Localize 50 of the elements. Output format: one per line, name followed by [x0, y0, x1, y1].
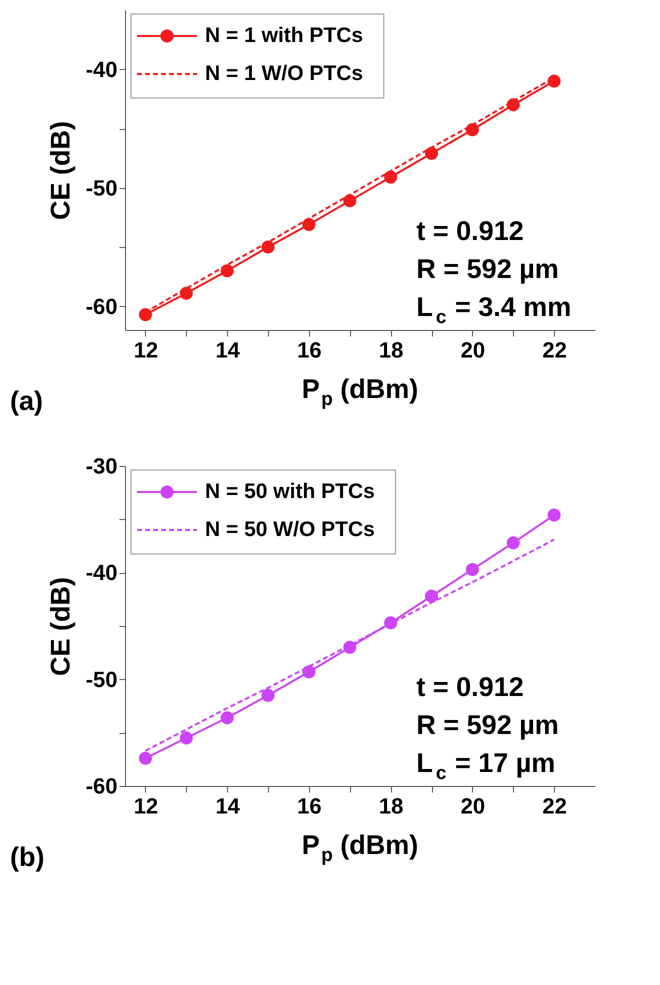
x-tick-label: 18 — [378, 794, 404, 818]
point — [180, 286, 193, 300]
point — [506, 536, 520, 550]
point — [343, 194, 356, 208]
x-tick-label: 16 — [297, 338, 322, 362]
text: (a) — [10, 386, 43, 416]
y-tick-label: -60 — [86, 294, 118, 319]
point — [425, 590, 438, 603]
point — [548, 508, 561, 522]
point — [384, 170, 398, 184]
point — [220, 264, 234, 278]
x-tick-label: 20 — [460, 338, 486, 362]
point — [262, 240, 275, 254]
y-axis-title: CE (dB) — [46, 121, 76, 220]
annotation: R = 592 µm — [416, 254, 559, 284]
y-tick-label: -40 — [86, 560, 118, 586]
point — [425, 146, 438, 160]
point — [302, 218, 316, 232]
x-tick-label: 14 — [215, 794, 241, 818]
point — [220, 711, 234, 724]
point — [138, 308, 152, 322]
point — [466, 123, 479, 136]
x-tick-label: 16 — [297, 794, 322, 818]
y-tick-label: -50 — [86, 666, 118, 692]
x-tick-label: 18 — [378, 338, 404, 362]
y-tick-label: -30 — [86, 454, 118, 478]
legend-label: N = 1 with PTCs — [205, 24, 364, 47]
annotation: t = 0.912 — [416, 216, 524, 246]
x-tick-label: 12 — [134, 794, 158, 818]
point — [262, 688, 275, 702]
point — [302, 665, 316, 678]
legend-label: N = 50 with PTCs — [205, 480, 375, 503]
x-tick-label: 22 — [542, 338, 567, 362]
x-tick-label: 12 — [134, 338, 158, 362]
point — [180, 731, 193, 745]
point — [138, 752, 152, 765]
y-tick-label: -40 — [86, 56, 118, 82]
y-axis-title: CE (dB) — [46, 577, 76, 676]
annotation: R = 592 µm — [416, 710, 559, 740]
point — [548, 74, 561, 88]
legend-label: N = 1 W/O PTCs — [205, 62, 364, 85]
x-tick-label: 20 — [460, 794, 486, 818]
text: (b) — [10, 842, 44, 872]
y-tick-label: -60 — [86, 774, 118, 798]
annotation: t = 0.912 — [416, 672, 524, 702]
point — [466, 562, 479, 576]
x-tick-label: 14 — [215, 338, 241, 362]
x-tick-label: 22 — [542, 794, 567, 818]
legend-label: N = 50 W/O PTCs — [205, 518, 375, 541]
y-tick-label: -50 — [86, 175, 118, 200]
